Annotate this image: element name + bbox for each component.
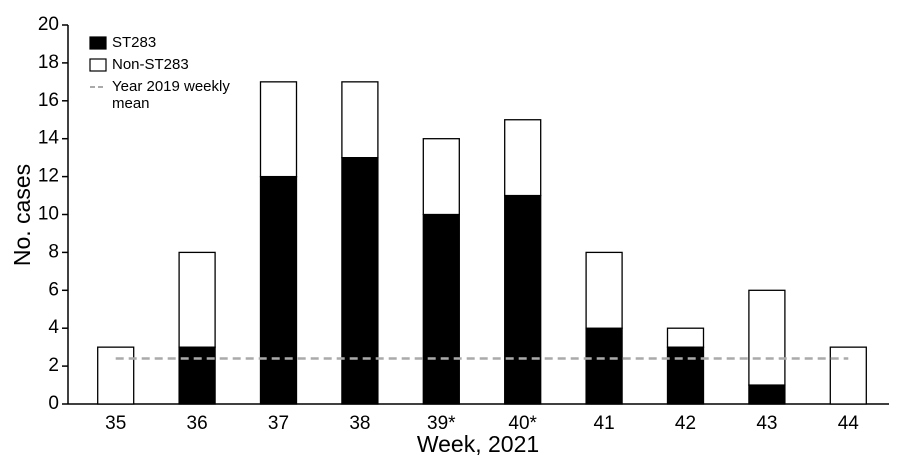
x-tick-label: 43 xyxy=(756,413,777,434)
legend-item: Year 2019 weekly mean xyxy=(112,78,230,112)
y-tick-label: 18 xyxy=(38,52,59,73)
y-tick-label: 2 xyxy=(48,355,59,376)
bar-segment xyxy=(259,175,298,405)
bar-segment xyxy=(341,156,379,405)
bar-segment xyxy=(748,384,786,405)
y-tick-label: 20 xyxy=(38,14,59,35)
bar-segment xyxy=(666,327,705,348)
y-tick-label: 8 xyxy=(48,241,59,262)
legend-label: Non-ST283 xyxy=(112,56,189,73)
y-tick-label: 0 xyxy=(48,393,59,414)
bar-segment xyxy=(829,346,867,405)
bar-segment xyxy=(585,251,623,329)
bar-segment xyxy=(422,213,460,405)
bar-segment xyxy=(178,251,216,348)
bar-segment xyxy=(504,119,542,197)
bar-segment xyxy=(97,346,135,405)
x-tick-label: 44 xyxy=(838,413,860,434)
bar-segment xyxy=(748,289,786,386)
legend-label: ST283 xyxy=(112,34,157,51)
x-tick-label: 39* xyxy=(427,413,456,434)
x-tick-label: 35 xyxy=(105,413,126,434)
bar-segment xyxy=(341,81,379,159)
legend-item: Non-ST283 xyxy=(112,56,189,73)
bar-segment xyxy=(585,327,623,405)
x-tick-label: 37 xyxy=(268,413,289,434)
x-tick-label: 36 xyxy=(187,413,208,434)
y-tick-label: 16 xyxy=(38,90,59,111)
y-tick-label: 14 xyxy=(38,128,60,149)
legend-swatch xyxy=(89,58,107,72)
y-tick-label: 10 xyxy=(38,204,59,225)
bar-segment xyxy=(178,346,216,405)
x-tick-label: 40* xyxy=(508,413,537,434)
bar-segment xyxy=(422,138,460,216)
bar-segment xyxy=(666,346,705,405)
y-axis-title: No. cases xyxy=(9,164,35,266)
x-axis-title: Week, 2021 xyxy=(417,431,539,457)
y-tick-label: 6 xyxy=(48,279,59,300)
legend-label: Year 2019 weekly mean xyxy=(112,78,230,112)
x-tick-label: 42 xyxy=(675,413,696,434)
x-tick-label: 38 xyxy=(349,413,370,434)
x-tick-label: 41 xyxy=(594,413,615,434)
y-tick-label: 4 xyxy=(48,317,59,338)
legend-item: ST283 xyxy=(112,34,157,51)
legend-swatch xyxy=(89,36,107,50)
bar-segment xyxy=(259,81,298,178)
y-tick-label: 12 xyxy=(38,166,59,187)
bar-segment xyxy=(504,194,542,405)
